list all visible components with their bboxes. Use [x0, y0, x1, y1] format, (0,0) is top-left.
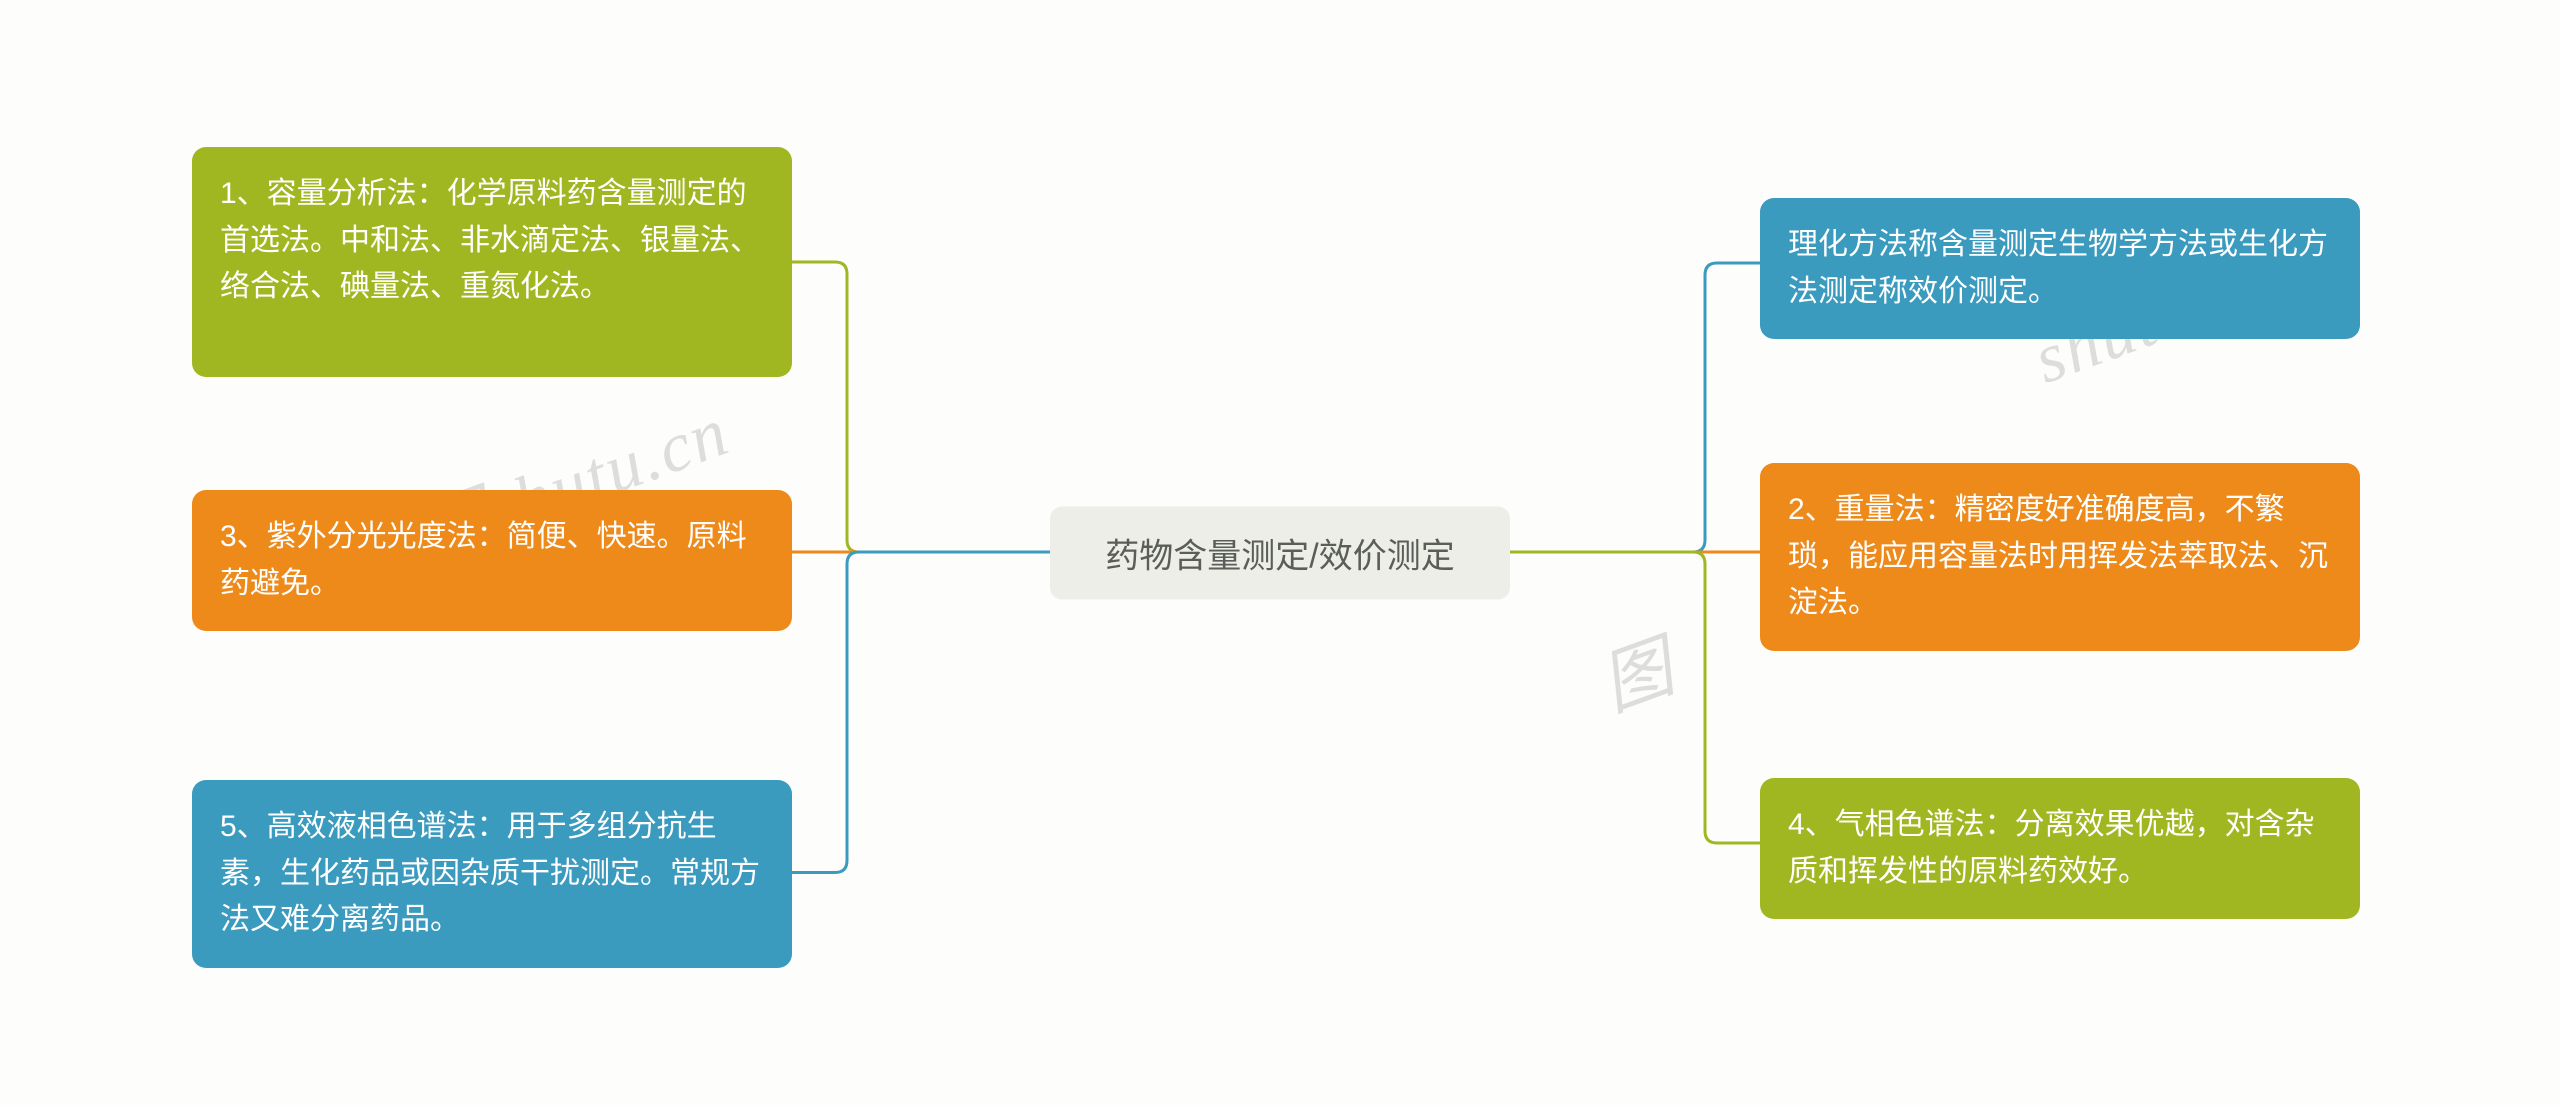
left-node-1: 1、容量分析法：化学原料药含量测定的首选法。中和法、非水滴定法、银量法、络合法、… — [192, 147, 792, 377]
watermark: 图 — [1585, 611, 1687, 731]
right-node-2: 2、重量法：精密度好准确度高，不繁琐，能应用容量法时用挥发法萃取法、沉淀法。 — [1760, 463, 2360, 651]
center-node: 药物含量测定/效价测定 — [1050, 506, 1510, 599]
right-node-3: 4、气相色谱法：分离效果优越，对含杂质和挥发性的原料药效好。 — [1760, 778, 2360, 919]
left-node-3: 3、紫外分光光度法：简便、快速。原料药避免。 — [192, 490, 792, 631]
right-node-1: 理化方法称含量测定生物学方法或生化方法测定称效价测定。 — [1760, 198, 2360, 339]
left-node-5: 5、高效液相色谱法：用于多组分抗生素，生化药品或因杂质干扰测定。常规方法又难分离… — [192, 780, 792, 968]
